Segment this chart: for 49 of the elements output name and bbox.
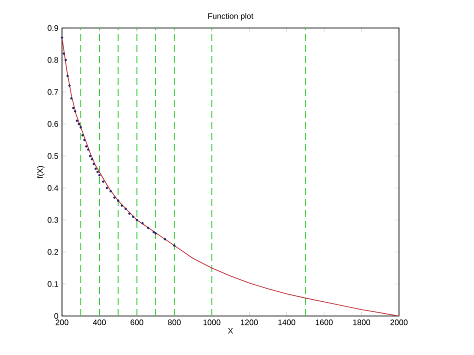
y-tick-label: 0.1 <box>48 281 58 287</box>
point <box>109 190 112 192</box>
x-tick-label: 200 <box>56 320 68 326</box>
point <box>85 145 88 148</box>
point <box>106 186 108 190</box>
x-tick-label: 1400 <box>278 320 296 326</box>
point <box>146 226 150 230</box>
point <box>98 174 101 176</box>
x-tick-label: 1600 <box>316 320 333 326</box>
point <box>92 162 96 166</box>
y-tick-label: 0.7 <box>48 89 58 95</box>
point <box>154 232 157 235</box>
point <box>96 170 99 174</box>
x-tick-label: 600 <box>130 320 144 326</box>
x-axis-title: X <box>228 328 233 334</box>
x-tick-label: 800 <box>168 320 181 326</box>
point <box>81 134 84 136</box>
x-tick-label: 400 <box>92 320 106 326</box>
x-tick-label: 2000 <box>390 320 408 326</box>
point <box>68 84 71 87</box>
point <box>136 218 138 222</box>
point <box>164 238 166 240</box>
chart-title: Function plot <box>208 13 254 20</box>
point <box>62 52 66 55</box>
y-tick-label: 0.6 <box>48 121 58 127</box>
x-tick-label: 1800 <box>353 320 370 326</box>
point <box>88 154 92 158</box>
point <box>128 212 131 215</box>
point <box>90 158 94 160</box>
x-tick-label: 1200 <box>240 320 258 326</box>
y-tick-label: 0.2 <box>48 249 58 255</box>
y-tick-label: 0.5 <box>48 153 58 159</box>
y-axis-title: f(X) <box>37 166 44 178</box>
point <box>70 97 73 100</box>
point <box>74 110 76 112</box>
y-tick-label: 0.8 <box>48 57 58 63</box>
point <box>102 180 104 183</box>
point <box>113 196 116 199</box>
point <box>66 74 69 78</box>
y-tick-label: 0.3 <box>48 217 58 223</box>
point <box>141 222 144 224</box>
point <box>173 244 176 247</box>
point <box>120 204 124 207</box>
y-tick-label: 0.9 <box>48 25 58 31</box>
y-tick-label: 0 <box>54 313 58 319</box>
x-tick-label: 1000 <box>203 320 220 326</box>
point <box>60 36 64 39</box>
y-tick-label: 0.4 <box>48 185 58 191</box>
point <box>78 122 80 126</box>
